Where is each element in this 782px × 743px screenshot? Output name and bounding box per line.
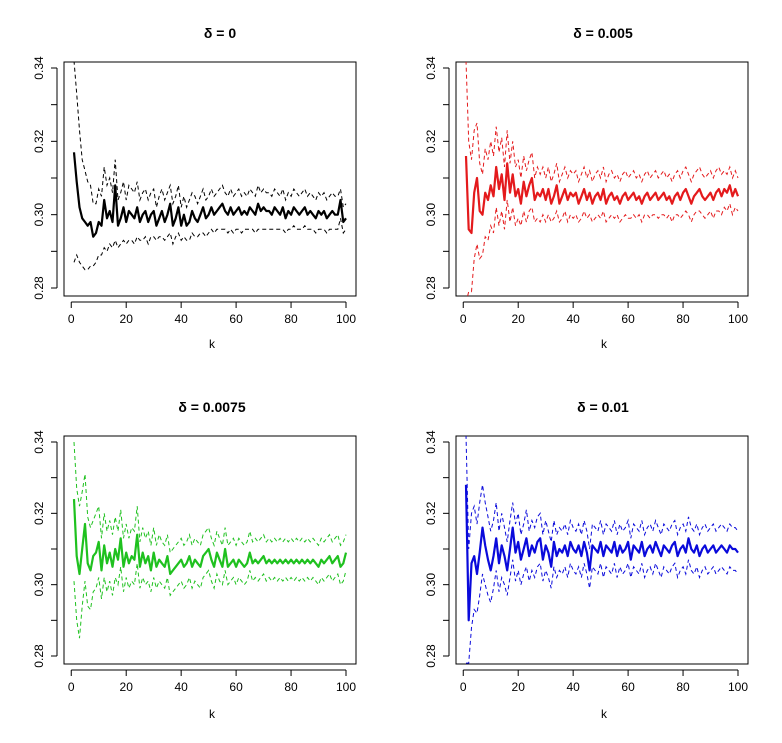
chart-title: δ = 0.01	[577, 399, 629, 415]
y-tick-label: 0.32	[32, 501, 46, 525]
plot-frame	[63, 61, 357, 297]
y-tick-label: 0.32	[424, 129, 438, 153]
series-group	[464, 436, 739, 664]
y-tick-label: 0.28	[32, 644, 46, 668]
x-axis-label: k	[601, 707, 608, 721]
chart-panel-1: δ = 0 k 0 20 40 60 80 100 0.28 0.30 0.32 0.34	[32, 25, 357, 351]
mean-line	[72, 499, 348, 576]
upper-bound-line	[73, 441, 347, 554]
x-tick-label: 100	[728, 312, 748, 326]
x-tick-label: 20	[120, 312, 134, 326]
y-tick-label: 0.30	[32, 573, 46, 597]
mean-line	[72, 152, 347, 238]
y-tick-label: 0.34	[424, 430, 438, 454]
x-tick-label: 80	[676, 312, 690, 326]
x-tick-label: 0	[68, 680, 75, 694]
x-tick-label: 60	[229, 680, 243, 694]
lower-bound-line	[73, 218, 347, 271]
x-tick-label: 40	[566, 680, 580, 694]
y-tick-label: 0.28	[424, 276, 438, 300]
lower-bound-line	[73, 563, 347, 639]
x-tick-label: 40	[174, 680, 188, 694]
x-axis-label: k	[209, 337, 216, 351]
x-tick-label: 40	[174, 312, 188, 326]
x-tick-label: 0	[460, 312, 467, 326]
y-tick-label: 0.34	[32, 56, 46, 80]
x-tick-label: 20	[512, 312, 526, 326]
x-axis-label: k	[601, 337, 608, 351]
x-tick-label: 80	[284, 312, 298, 326]
upper-bound-line	[465, 436, 739, 550]
y-tick-label: 0.30	[424, 573, 438, 597]
upper-bound-line	[465, 62, 739, 184]
y-tick-label: 0.34	[424, 56, 438, 80]
x-tick-label: 0	[68, 312, 75, 326]
series-group	[464, 62, 740, 296]
y-tick-label: 0.32	[424, 501, 438, 525]
chart-title: δ = 0.0075	[178, 399, 245, 415]
y-tick-label: 0.34	[32, 430, 46, 454]
x-tick-label: 20	[120, 680, 134, 694]
chart-panel-4: δ = 0.01 k 0 20 40 60 80 100 0.28 0.30 0.32 0.34	[424, 399, 749, 721]
y-tick-label: 0.28	[32, 276, 46, 300]
y-tick-label: 0.28	[424, 644, 438, 668]
chart-title: δ = 0	[204, 25, 236, 41]
x-tick-label: 100	[728, 680, 748, 694]
plot-frame	[63, 435, 357, 665]
x-tick-label: 100	[336, 312, 356, 326]
mean-line	[464, 484, 739, 622]
chart-title: δ = 0.005	[573, 25, 633, 41]
x-axis-label: k	[209, 707, 216, 721]
x-tick-label: 20	[512, 680, 526, 694]
x-tick-label: 60	[229, 312, 243, 326]
x-tick-label: 40	[566, 312, 580, 326]
y-tick-label: 0.30	[424, 203, 438, 227]
chart-panel-3: δ = 0.0075 k 0 20 40 60 80 100 0.28 0.30 0.32 0.34	[32, 399, 357, 721]
x-tick-label: 80	[284, 680, 298, 694]
x-tick-label: 60	[621, 680, 635, 694]
y-tick-label: 0.32	[32, 129, 46, 153]
series-group	[72, 62, 347, 271]
upper-bound-line	[73, 62, 347, 209]
plot-frame	[455, 435, 749, 665]
lower-bound-line	[467, 199, 739, 296]
chart-panel-2: δ = 0.005 k 0 20 40 60 80 100 0.28 0.30 0.32 0.34	[424, 25, 749, 351]
plot-frame	[455, 61, 749, 297]
lower-bound-line	[466, 559, 739, 664]
x-tick-label: 80	[676, 680, 690, 694]
mean-line	[464, 155, 740, 235]
x-tick-label: 0	[460, 680, 467, 694]
x-tick-label: 100	[336, 680, 356, 694]
x-tick-label: 60	[621, 312, 635, 326]
y-tick-label: 0.30	[32, 203, 46, 227]
series-group	[72, 441, 348, 639]
